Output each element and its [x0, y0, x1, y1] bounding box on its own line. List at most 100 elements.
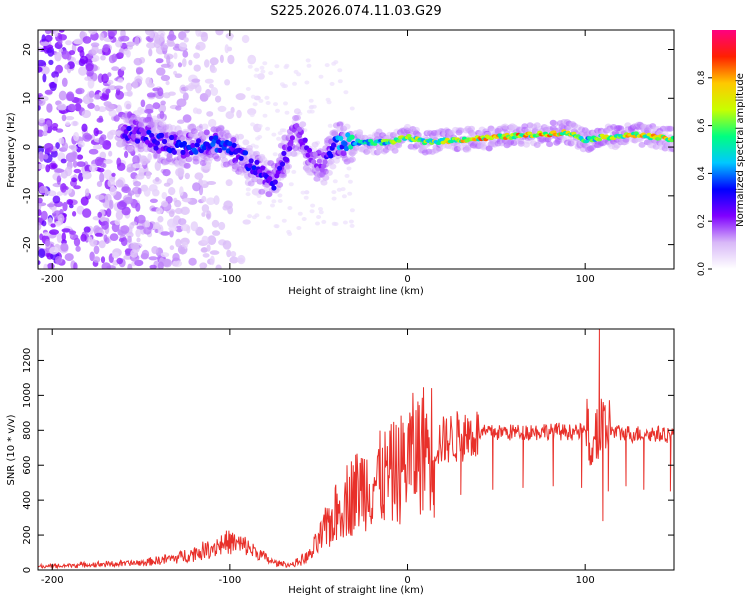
heatmap-speckle: [187, 83, 195, 92]
heatmap-speckle: [41, 220, 47, 227]
heatmap-speckle: [253, 73, 259, 78]
heatmap-speckle: [160, 74, 170, 82]
heatmap-speckle: [43, 124, 48, 133]
heatmap-speckle: [250, 94, 256, 99]
heatmap-blob: [199, 160, 207, 166]
heatmap-ridge: [130, 133, 136, 139]
heatmap-speckle: [208, 83, 214, 89]
heatmap-speckle: [286, 229, 292, 234]
heatmap-speckle: [116, 162, 126, 171]
heatmap-speckle: [61, 228, 72, 233]
colorbar-tick-label: 0.0: [697, 262, 707, 277]
heatmap-blob: [551, 121, 559, 127]
heatmap-speckle: [39, 95, 49, 102]
heatmap-speckle: [65, 40, 72, 46]
heatmap-speckle: [38, 66, 43, 73]
heatmap-speckle: [109, 199, 114, 210]
heatmap-speckle: [135, 67, 144, 75]
heatmap-speckle: [183, 37, 189, 43]
heatmap-ridge: [126, 125, 132, 132]
heatmap-speckle: [76, 161, 86, 168]
heatmap-speckle: [114, 219, 121, 226]
heatmap-speckle: [108, 150, 113, 157]
heatmap-speckle: [206, 181, 217, 185]
heatmap-speckle: [179, 186, 184, 197]
heatmap-speckle: [308, 105, 314, 110]
heatmap-speckle: [281, 218, 287, 223]
heatmap-ridge: [342, 141, 348, 147]
heatmap-speckle: [209, 57, 219, 66]
heatmap-speckle: [206, 210, 212, 220]
heatmap-speckle: [235, 93, 246, 101]
heatmap-blob: [134, 115, 141, 122]
heatmap-speckle: [337, 79, 343, 84]
heatmap-speckle: [69, 230, 77, 235]
heatmap-speckle: [157, 261, 164, 269]
heatmap-speckle: [66, 199, 74, 205]
snr-ytick-label: 1200: [22, 348, 33, 373]
heatmap-speckle: [347, 179, 353, 184]
heatmap-speckle: [201, 235, 209, 244]
heatmap-speckle: [292, 81, 297, 86]
heatmap-speckle: [245, 87, 251, 91]
heatmap-blob: [325, 169, 333, 176]
heatmap-blob: [290, 151, 298, 157]
heatmap-speckle: [169, 245, 175, 251]
heatmap-speckle: [87, 102, 95, 109]
heatmap-speckle: [58, 30, 65, 33]
heatmap-blob: [517, 140, 525, 147]
heatmap-speckle: [81, 109, 92, 119]
heatmap-speckle: [346, 166, 352, 171]
heatmap-ridge: [287, 146, 293, 152]
heatmap-speckle: [265, 101, 271, 105]
heatmap-speckle: [333, 222, 339, 226]
heatmap-speckle: [80, 196, 89, 206]
heatmap-speckle: [247, 214, 253, 219]
heatmap-speckle: [73, 237, 81, 247]
heatmap-speckle: [115, 210, 124, 221]
heatmap-speckle: [225, 179, 233, 187]
heatmap-ridge: [305, 152, 311, 158]
heatmap-ridge: [319, 167, 325, 173]
heatmap-speckle: [180, 206, 190, 215]
heatmap-speckle: [329, 81, 335, 86]
colorbar-tick-label: 0.8: [697, 70, 707, 85]
heatmap-speckle: [51, 164, 57, 169]
heatmap-blob: [196, 125, 204, 132]
snr-background: [38, 329, 674, 570]
heatmap-speckle: [157, 215, 164, 223]
heatmap-blob: [276, 181, 284, 188]
heatmap-speckle: [50, 223, 56, 228]
heatmap-ridge: [288, 139, 294, 145]
heatmap-speckle: [229, 256, 239, 264]
colorbar-label: Normalized spectral amplitude: [735, 73, 746, 227]
heatmap-speckle: [254, 67, 260, 72]
heatmap-speckle: [215, 264, 222, 269]
heatmap-speckle: [144, 220, 151, 228]
heatmap-ridge: [171, 149, 177, 155]
heatmap-ridge: [316, 158, 322, 164]
heatmap-blob: [237, 133, 244, 140]
heatmap-speckle: [236, 109, 242, 119]
heatmap-blob: [230, 137, 237, 143]
heatmap-speckle: [162, 258, 173, 268]
heatmap-speckle: [188, 59, 193, 66]
heatmap-speckle: [272, 152, 278, 157]
heatmap-ridge: [247, 163, 253, 169]
heatmap-blob: [343, 123, 351, 130]
heatmap-blob: [571, 139, 578, 146]
heatmap-speckle: [107, 178, 116, 188]
heatmap-blob: [320, 179, 328, 186]
heatmap-speckle: [62, 142, 69, 151]
heatmap-speckle: [42, 131, 48, 137]
heatmap-blob: [457, 144, 465, 151]
heatmap-blob: [404, 123, 411, 130]
heatmap-speckle: [93, 225, 101, 234]
heatmap-speckle: [75, 245, 81, 252]
colorbar-tick-label: 0.6: [697, 118, 707, 133]
heatmap-blob: [245, 145, 253, 151]
heatmap-blob: [258, 188, 266, 195]
heatmap-speckle: [245, 192, 251, 197]
heatmap-ridge: [284, 157, 290, 163]
